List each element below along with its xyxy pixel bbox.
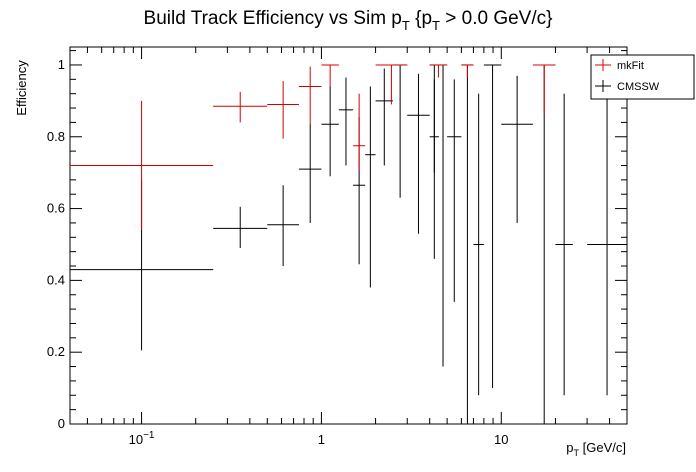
y-tick-label: 0.6 <box>47 201 65 216</box>
x-tick-label: 1 <box>318 432 325 447</box>
x-axis: 10−1 1 10 <box>69 47 628 447</box>
plot-frame <box>69 46 628 425</box>
legend-box <box>590 54 695 100</box>
y-tick-label: 0.2 <box>47 344 65 359</box>
y-tick-label: 1 <box>58 57 65 72</box>
legend: mkFit CMSSW <box>590 54 695 100</box>
y-tick-label: 0.8 <box>47 129 65 144</box>
y-tick-label: 0.4 <box>47 272 65 287</box>
x-tick-label: 10−1 <box>129 430 155 447</box>
series-layer <box>70 64 627 424</box>
legend-cmssw-label: CMSSW <box>617 81 660 93</box>
x-tick-label: 10 <box>494 432 508 447</box>
chart-title: Build Track Efficiency vs Sim pT {pT > 0… <box>144 8 553 33</box>
x-axis-label: pT [GeV/c] <box>566 440 626 458</box>
y-tick-label: 0 <box>58 416 65 431</box>
y-axis-label: Efficiency <box>14 60 29 116</box>
legend-mkfit-label: mkFit <box>617 60 644 72</box>
